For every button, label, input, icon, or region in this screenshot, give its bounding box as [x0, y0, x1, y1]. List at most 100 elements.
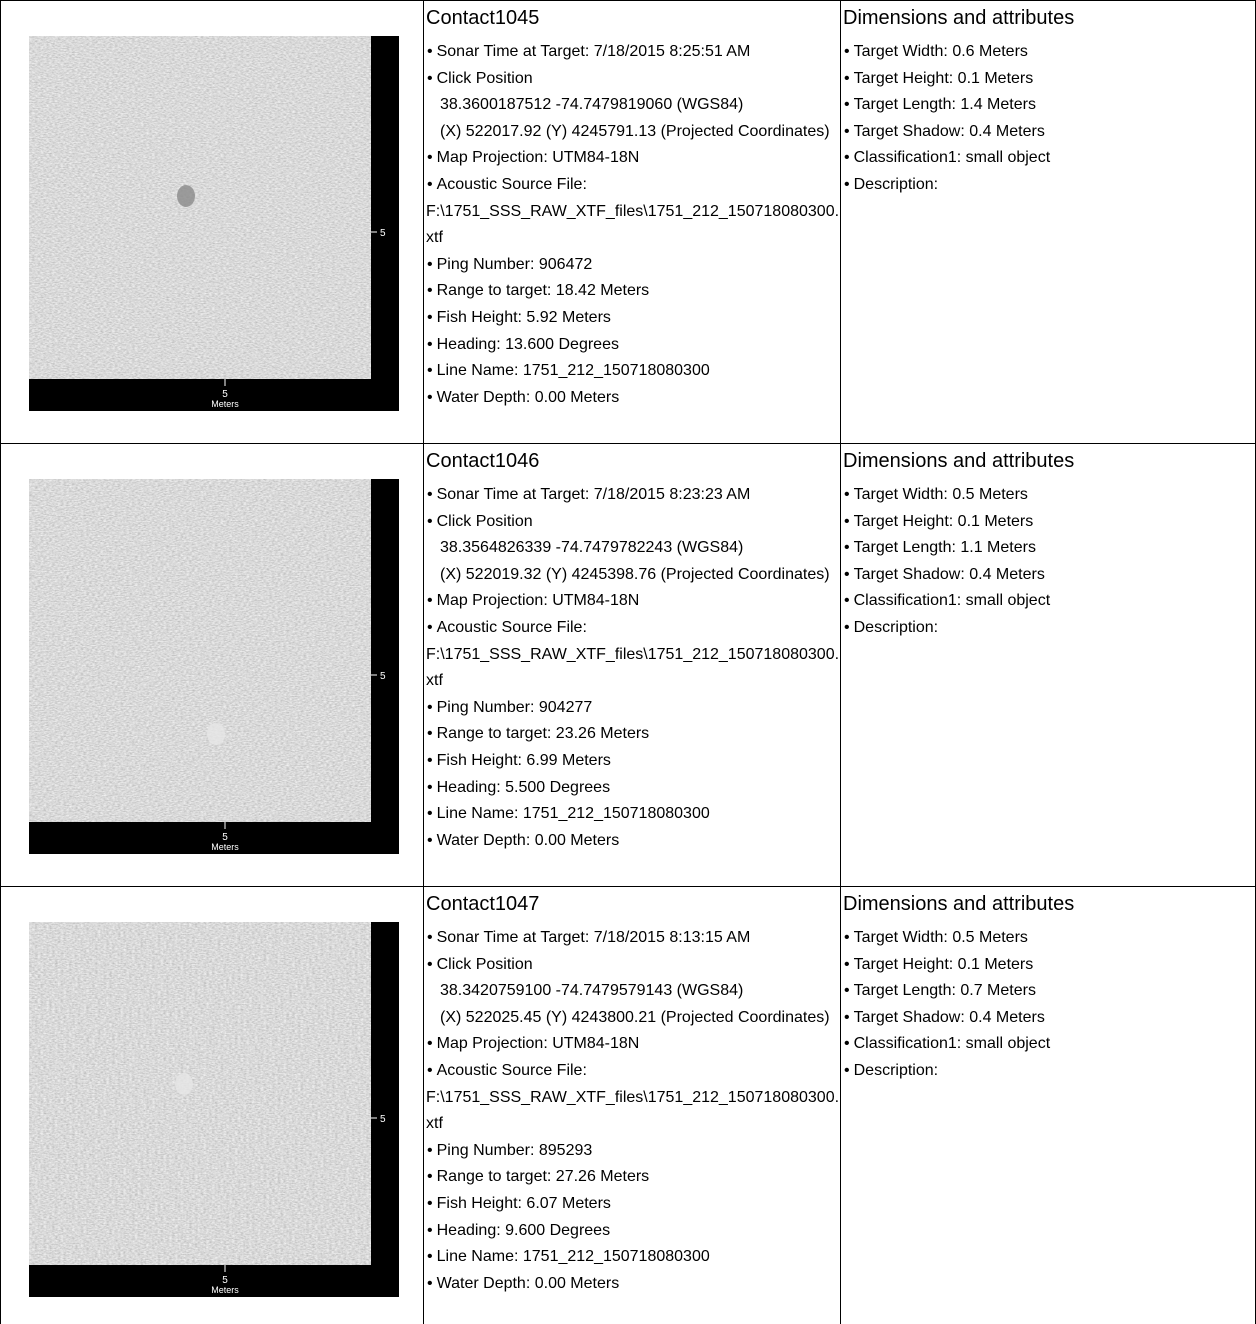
- dimension-item: Target Height: 0.1 Meters: [843, 66, 1255, 93]
- scale-bar-bottom: [29, 1265, 399, 1297]
- info-path: F:\1751_SSS_RAW_XTF_files\1751_212_15071…: [426, 202, 840, 247]
- dimension-item: Classification1: small object: [843, 588, 1255, 615]
- dimension-item: Description:: [843, 615, 1255, 642]
- info-subline: 38.3420759100 -74.7479579143 (WGS84): [440, 982, 744, 1000]
- scale-label: 5: [222, 1275, 228, 1286]
- info-item: Acoustic Source File:: [426, 172, 840, 199]
- dimension-item: Classification1: small object: [843, 1031, 1255, 1058]
- dimension-item: Description:: [843, 172, 1255, 199]
- scale-label: 5: [380, 1114, 386, 1125]
- dimensions-cell: Dimensions and attributes Target Width: 0…: [841, 887, 1256, 1324]
- scale-unit: Meters: [211, 1285, 239, 1295]
- info-item: Sonar Time at Target: 7/18/2015 8:13:15 …: [426, 925, 840, 952]
- dimension-item: Target Shadow: 0.4 Meters: [843, 119, 1255, 146]
- info-item: Click Position: [426, 66, 840, 93]
- scale-unit: Meters: [211, 399, 239, 409]
- sonar-noise: [29, 922, 371, 1265]
- info-subline: 38.3564826339 -74.7479782243 (WGS84): [440, 539, 744, 557]
- info-item: Heading: 5.500 Degrees: [426, 775, 840, 802]
- info-item: Map Projection: UTM84-18N: [426, 588, 840, 615]
- info-item: Acoustic Source File:: [426, 1058, 840, 1085]
- info-item: Line Name: 1751_212_150718080300: [426, 801, 840, 828]
- contact-cell: Contact1046 Sonar Time at Target: 7/18/20…: [424, 444, 841, 886]
- target-blob: [177, 185, 195, 207]
- info-item: Map Projection: UTM84-18N: [426, 145, 840, 172]
- scale-label: 5: [222, 832, 228, 843]
- image-cell: 5 5 Meters: [0, 1, 424, 443]
- info-item: Fish Height: 6.07 Meters: [426, 1191, 840, 1218]
- scale-bar-bottom: [29, 822, 399, 854]
- dimensions-title: Dimensions and attributes: [843, 450, 1075, 472]
- contact-row: 55MetersContact1047Sonar Time at Target:…: [0, 887, 1256, 1324]
- info-item: Water Depth: 0.00 Meters: [426, 828, 840, 855]
- info-item: Heading: 13.600 Degrees: [426, 332, 840, 359]
- contact-title: Contact1047: [426, 893, 540, 915]
- scale-label: 5: [222, 389, 228, 400]
- info-path: F:\1751_SSS_RAW_XTF_files\1751_212_15071…: [426, 645, 840, 690]
- contact-cell: Contact1047 Sonar Time at Target: 7/18/20…: [424, 887, 841, 1324]
- info-item: Map Projection: UTM84-18N: [426, 1031, 840, 1058]
- image-cell: 5 5 Meters: [0, 887, 424, 1324]
- dimension-item: Classification1: small object: [843, 145, 1255, 172]
- dimension-item: Target Length: 1.1 Meters: [843, 535, 1255, 562]
- dimension-item: Target Width: 0.5 Meters: [843, 482, 1255, 509]
- dimensions-title: Dimensions and attributes: [843, 7, 1075, 29]
- dimension-item: Target Height: 0.1 Meters: [843, 509, 1255, 536]
- dimension-item: Target Width: 0.6 Meters: [843, 39, 1255, 66]
- scale-bar-bottom: [29, 379, 399, 411]
- target-blob: [175, 1073, 193, 1095]
- info-subline: (X) 522017.92 (Y) 4245791.13 (Projected …: [440, 122, 830, 140]
- dimension-item: Target Shadow: 0.4 Meters: [843, 562, 1255, 589]
- image-cell: 5 5 Meters: [0, 444, 424, 886]
- info-item: Heading: 9.600 Degrees: [426, 1218, 840, 1245]
- info-item: Sonar Time at Target: 7/18/2015 8:23:23 …: [426, 482, 840, 509]
- info-item: Range to target: 23.26 Meters: [426, 721, 840, 748]
- scale-bar-right: [371, 36, 399, 411]
- info-item: Click Position: [426, 952, 840, 979]
- info-item: Sonar Time at Target: 7/18/2015 8:25:51 …: [426, 39, 840, 66]
- sonar-noise: [29, 36, 371, 379]
- dimension-item: Target Height: 0.1 Meters: [843, 952, 1255, 979]
- scale-label: 5: [380, 671, 386, 682]
- contact-title: Contact1046: [426, 450, 540, 472]
- dimension-item: Target Length: 0.7 Meters: [843, 978, 1255, 1005]
- info-item: Click Position: [426, 509, 840, 536]
- contact-cell: Contact1045 Sonar Time at Target: 7/18/20…: [424, 1, 841, 443]
- info-item: Ping Number: 904277: [426, 695, 840, 722]
- scale-bar-right: [371, 479, 399, 854]
- dimensions-cell: Dimensions and attributes Target Width: 0…: [841, 444, 1256, 886]
- info-item: Ping Number: 895293: [426, 1138, 840, 1165]
- info-item: Fish Height: 6.99 Meters: [426, 748, 840, 775]
- dimension-item: Target Shadow: 0.4 Meters: [843, 1005, 1255, 1032]
- info-item: Ping Number: 906472: [426, 252, 840, 279]
- scale-label: 5: [380, 228, 386, 239]
- info-item: Fish Height: 5.92 Meters: [426, 305, 840, 332]
- info-item: Water Depth: 0.00 Meters: [426, 1271, 840, 1298]
- contact-title: Contact1045: [426, 7, 540, 29]
- dimension-item: Description:: [843, 1058, 1255, 1085]
- scale-unit: Meters: [211, 842, 239, 852]
- info-item: Range to target: 27.26 Meters: [426, 1164, 840, 1191]
- dimension-item: Target Width: 0.5 Meters: [843, 925, 1255, 952]
- info-item: Line Name: 1751_212_150718080300: [426, 358, 840, 385]
- info-item: Water Depth: 0.00 Meters: [426, 385, 840, 412]
- dimension-item: Target Length: 1.4 Meters: [843, 92, 1255, 119]
- target-blob: [207, 723, 225, 745]
- dimensions-cell: Dimensions and attributes Target Width: 0…: [841, 1, 1256, 443]
- info-subline: 38.3600187512 -74.7479819060 (WGS84): [440, 96, 744, 114]
- info-item: Range to target: 18.42 Meters: [426, 278, 840, 305]
- dimensions-title: Dimensions and attributes: [843, 893, 1075, 915]
- sonar-noise: [29, 479, 371, 822]
- info-subline: (X) 522025.45 (Y) 4243800.21 (Projected …: [440, 1008, 830, 1026]
- info-item: Line Name: 1751_212_150718080300: [426, 1244, 840, 1271]
- info-subline: (X) 522019.32 (Y) 4245398.76 (Projected …: [440, 565, 830, 583]
- contact-row: 55MetersContact1045Sonar Time at Target:…: [0, 1, 1256, 444]
- contact-row: 55MetersContact1046Sonar Time at Target:…: [0, 444, 1256, 887]
- info-path: F:\1751_SSS_RAW_XTF_files\1751_212_15071…: [426, 1088, 840, 1133]
- scale-bar-right: [371, 922, 399, 1297]
- info-item: Acoustic Source File:: [426, 615, 840, 642]
